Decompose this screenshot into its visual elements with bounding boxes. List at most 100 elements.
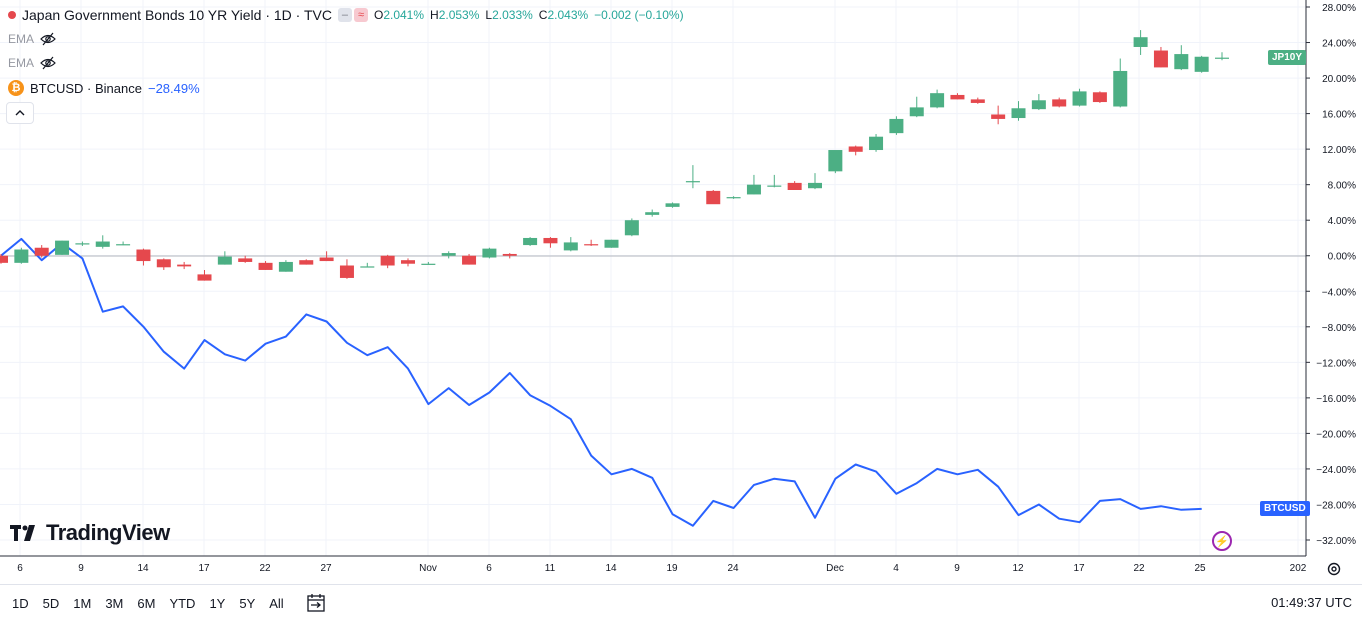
time-axis: 6 9 14 17 22 27 Nov 6 11 14 19 24 Dec 4 9 12 17 22 25 202 bbox=[17, 563, 1307, 574]
candle-body bbox=[828, 150, 843, 172]
btcusd-price-tag: BTCUSD bbox=[1260, 500, 1310, 516]
x-tick-label: 202 bbox=[1290, 563, 1307, 574]
hide-icon[interactable]: – bbox=[337, 8, 352, 22]
ohlc-values: O2.041% H2.053% L2.033% C2.043% −0.002 (… bbox=[373, 8, 684, 22]
candle bbox=[828, 150, 843, 174]
symbol-title[interactable]: Japan Government Bonds 10 YR Yield · 1D … bbox=[22, 7, 332, 23]
y-tick-label: 16.00% bbox=[1322, 110, 1356, 121]
y-tick-label: −4.00% bbox=[1322, 287, 1356, 298]
tradingview-logo-icon bbox=[10, 525, 35, 541]
x-tick-label: 12 bbox=[1012, 563, 1024, 574]
candle bbox=[441, 251, 456, 259]
timeframe-1m[interactable]: 1M bbox=[73, 595, 92, 611]
compare-change: −28.49% bbox=[147, 80, 200, 96]
candle bbox=[177, 261, 192, 270]
candle bbox=[75, 241, 90, 246]
candle-body bbox=[401, 260, 415, 264]
ema-label: EMA bbox=[8, 56, 35, 70]
candle bbox=[909, 96, 924, 118]
candle-body bbox=[1174, 54, 1189, 70]
x-tick-label: 17 bbox=[198, 563, 210, 574]
candle bbox=[1133, 30, 1148, 55]
timeframe-5y[interactable]: 5Y bbox=[239, 595, 256, 611]
candle-body bbox=[543, 237, 558, 244]
candle bbox=[156, 258, 171, 270]
candle bbox=[360, 262, 375, 268]
y-tick-label: 12.00% bbox=[1322, 145, 1356, 156]
candle bbox=[665, 202, 680, 208]
collapse-legend-button[interactable] bbox=[6, 102, 34, 124]
candle bbox=[746, 174, 761, 195]
candle-body bbox=[217, 256, 232, 265]
x-tick-label: 24 bbox=[727, 563, 739, 574]
candle-body bbox=[930, 93, 945, 108]
gear-icon[interactable] bbox=[1326, 561, 1342, 577]
candle-body bbox=[767, 185, 782, 187]
candle bbox=[1174, 45, 1189, 71]
y-tick-label: 8.00% bbox=[1328, 181, 1356, 192]
candle-body bbox=[14, 249, 29, 263]
x-tick-label: 14 bbox=[605, 563, 617, 574]
candle bbox=[258, 261, 273, 270]
candle-body bbox=[584, 244, 599, 246]
candle-body bbox=[482, 248, 497, 258]
candle bbox=[970, 97, 985, 104]
candle bbox=[624, 218, 639, 237]
x-tick-label: 9 bbox=[954, 563, 960, 574]
eye-hidden-icon[interactable] bbox=[40, 32, 56, 46]
utc-clock[interactable]: 01:49:37 UTC bbox=[1271, 595, 1352, 610]
candle bbox=[808, 173, 822, 190]
candle bbox=[339, 259, 354, 279]
tradingview-logo[interactable]: TradingView bbox=[10, 520, 170, 546]
candle bbox=[55, 240, 70, 255]
symbol-legend[interactable]: Japan Government Bonds 10 YR Yield · 1D … bbox=[8, 7, 684, 23]
candle bbox=[421, 261, 436, 265]
candle-body bbox=[360, 266, 375, 268]
candle bbox=[543, 237, 558, 248]
candle bbox=[34, 245, 49, 258]
timeframe-3m[interactable]: 3M bbox=[105, 595, 124, 611]
y-tick-label: −12.00% bbox=[1316, 358, 1356, 369]
candle-body bbox=[706, 190, 721, 205]
lightning-icon[interactable]: ⚡ bbox=[1212, 531, 1232, 551]
candle-body bbox=[1194, 56, 1209, 72]
x-tick-label: 22 bbox=[259, 563, 271, 574]
candle bbox=[1194, 55, 1209, 73]
y-tick-label: 20.00% bbox=[1322, 74, 1356, 85]
candle bbox=[685, 165, 700, 189]
candle-body bbox=[909, 107, 924, 117]
date-range-icon[interactable] bbox=[305, 593, 327, 613]
candle-body bbox=[319, 257, 334, 262]
candle bbox=[482, 247, 497, 259]
timeframe-1d[interactable]: 1D bbox=[12, 595, 29, 611]
candle-body bbox=[1072, 91, 1087, 106]
timeframe-5d[interactable]: 5D bbox=[42, 595, 60, 611]
ema-legend-1[interactable]: EMA bbox=[8, 32, 56, 46]
timeframe-ytd[interactable]: YTD bbox=[169, 595, 196, 611]
candle bbox=[726, 196, 741, 199]
eye-hidden-icon[interactable] bbox=[40, 56, 56, 70]
candle-body bbox=[970, 99, 985, 103]
candle bbox=[563, 237, 578, 252]
price-chart[interactable]: 28.00% 24.00% 20.00% 16.00% 12.00% 8.00% 4.00%… bbox=[0, 0, 1362, 584]
compare-symbol[interactable]: BTCUSD · Binance bbox=[30, 80, 142, 96]
source-code-icon[interactable]: ≈ bbox=[353, 8, 368, 22]
timeframe-1y[interactable]: 1Y bbox=[209, 595, 226, 611]
bitcoin-icon: ₿ bbox=[8, 80, 24, 96]
y-tick-label: 4.00% bbox=[1328, 216, 1356, 227]
candle bbox=[116, 241, 131, 246]
y-tick-label: 0.00% bbox=[1328, 252, 1356, 263]
candle-body bbox=[55, 240, 70, 255]
btcusd-line bbox=[0, 237, 1202, 527]
candle-body bbox=[299, 260, 314, 265]
timeframe-all[interactable]: All bbox=[269, 595, 284, 611]
candle-body bbox=[380, 255, 395, 266]
candle bbox=[319, 251, 334, 262]
ema-label: EMA bbox=[8, 32, 35, 46]
timeframe-6m[interactable]: 6M bbox=[137, 595, 156, 611]
y-tick-label: 28.00% bbox=[1322, 3, 1356, 14]
ema-legend-2[interactable]: EMA bbox=[8, 56, 56, 70]
candle bbox=[299, 259, 314, 265]
candle-body bbox=[808, 182, 822, 189]
compare-legend[interactable]: ₿ BTCUSD · Binance −28.49% bbox=[8, 80, 200, 96]
